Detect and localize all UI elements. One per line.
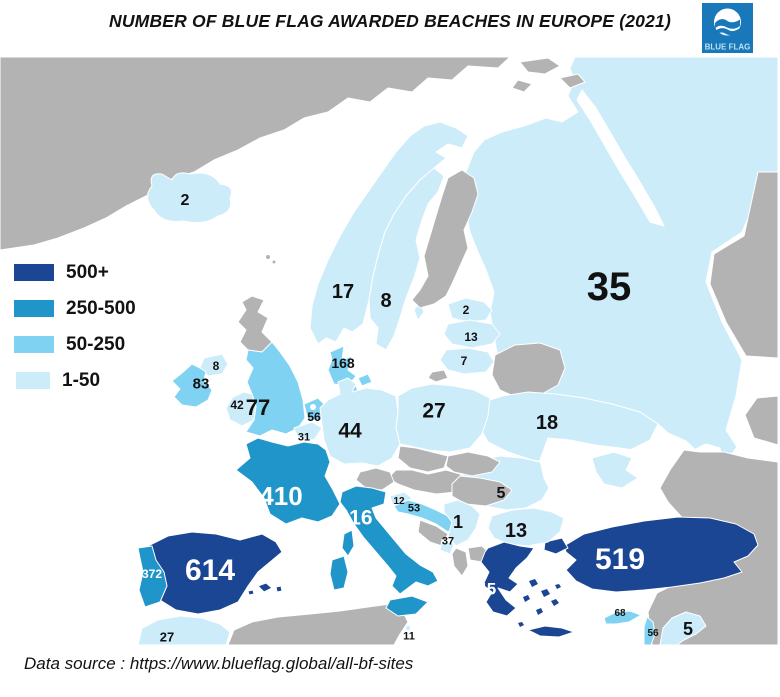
country-belgium xyxy=(293,421,323,441)
country-norway xyxy=(309,121,469,345)
country-malta xyxy=(405,625,411,631)
legend: 500+ 250-500 50-250 1-50 xyxy=(14,261,136,408)
country-albania xyxy=(451,547,469,577)
legend-swatch-50-250 xyxy=(14,336,54,353)
balearic-islands xyxy=(247,582,283,596)
country-lithuania xyxy=(439,347,495,375)
legend-label-50-250: 50-250 xyxy=(66,333,126,355)
country-cyprus xyxy=(603,610,642,625)
legend-swatch-500plus xyxy=(14,264,54,281)
country-turkey xyxy=(563,516,759,593)
page-title: NUMBER OF BLUE FLAG AWARDED BEACHES IN E… xyxy=(108,11,672,31)
country-greenland xyxy=(0,56,511,251)
country-montenegro xyxy=(439,539,455,555)
country-germany xyxy=(319,377,401,467)
country-latvia xyxy=(443,319,501,349)
country-iceland xyxy=(147,172,233,224)
country-france xyxy=(235,437,341,525)
country-switzerland xyxy=(355,467,395,491)
country-jordan xyxy=(659,611,707,646)
country-bulgaria xyxy=(487,507,565,547)
country-belarus xyxy=(491,342,566,399)
country-czechia xyxy=(397,445,449,473)
sardinia xyxy=(329,555,349,591)
blue-flag-logo-text: BLUE FLAG xyxy=(705,43,751,52)
blue-flag-logo-icon: BLUE FLAG xyxy=(702,3,753,53)
country-portugal xyxy=(137,545,168,608)
country-england xyxy=(245,341,306,437)
faroe-islands xyxy=(265,254,271,260)
legend-swatch-1-50 xyxy=(16,372,50,389)
legend-row-50-250: 50-250 xyxy=(14,333,136,355)
corsica xyxy=(341,529,355,557)
svalbard-islands xyxy=(511,57,586,93)
country-spain xyxy=(147,531,283,615)
sicily xyxy=(385,595,429,617)
blue-flag-logo: BLUE FLAG xyxy=(699,3,755,55)
greek-islands xyxy=(518,579,561,627)
white-sea xyxy=(576,89,665,227)
legend-label-250-500: 250-500 xyxy=(66,297,136,319)
country-greece xyxy=(480,541,535,617)
turkish-thrace xyxy=(543,537,569,555)
kaliningrad xyxy=(427,369,449,383)
country-italy xyxy=(339,485,439,595)
country-wales xyxy=(225,391,257,427)
kazakh-region xyxy=(744,395,779,446)
country-hungary xyxy=(451,475,513,507)
country-serbia xyxy=(443,499,481,547)
legend-row-500plus: 500+ xyxy=(14,261,136,283)
country-slovakia xyxy=(445,451,501,477)
crimea-peninsula xyxy=(591,451,639,489)
crete xyxy=(527,625,575,638)
north-africa xyxy=(227,603,409,646)
faroe-islands-2 xyxy=(271,259,277,265)
country-ukraine xyxy=(477,391,659,465)
legend-row-1-50: 1-50 xyxy=(14,369,136,391)
legend-label-500plus: 500+ xyxy=(66,261,109,283)
country-estonia xyxy=(447,297,493,323)
country-israel xyxy=(643,616,656,646)
ural-region xyxy=(709,171,779,359)
country-sweden xyxy=(368,167,445,351)
data-source: Data source : https://www.blueflag.globa… xyxy=(24,654,414,673)
country-morocco xyxy=(137,615,231,646)
scotland xyxy=(237,295,273,353)
country-denmark xyxy=(327,345,357,387)
country-poland xyxy=(395,383,491,453)
country-finland xyxy=(411,169,479,309)
legend-label-1-50: 1-50 xyxy=(62,369,101,391)
legend-swatch-250-500 xyxy=(14,300,54,317)
ijsselmeer xyxy=(310,404,316,410)
country-ireland xyxy=(171,363,213,408)
legend-row-250-500: 250-500 xyxy=(14,297,136,319)
